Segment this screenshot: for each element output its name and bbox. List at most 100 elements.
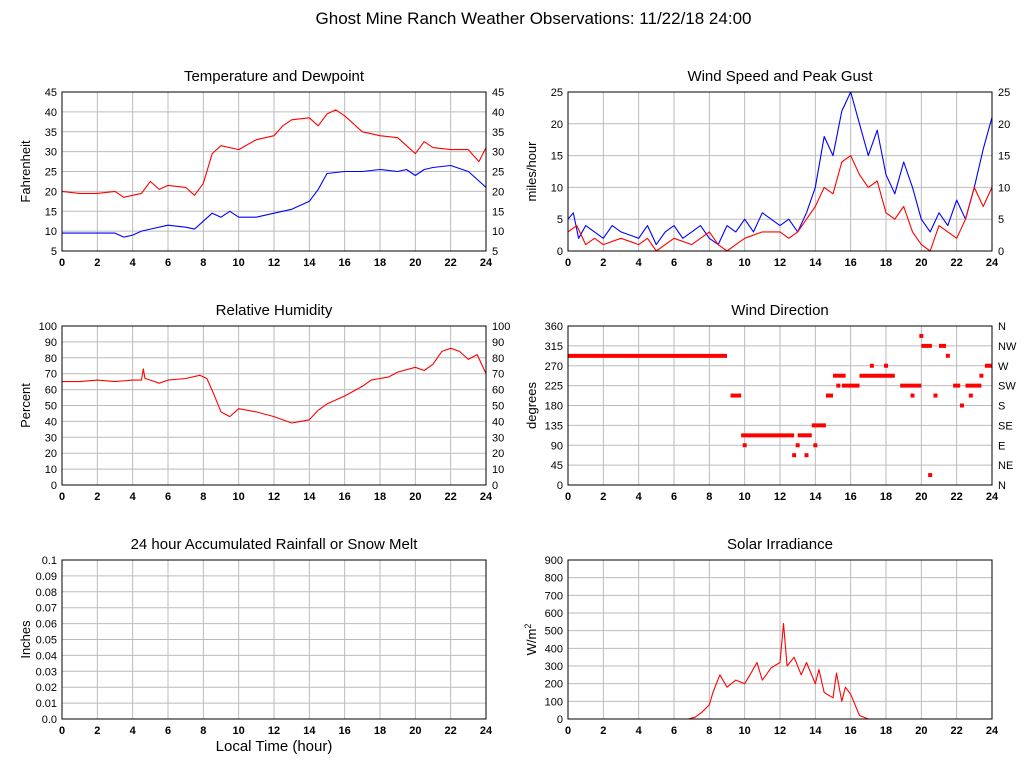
y-tick-label: 90 [45, 337, 57, 349]
plot-frame [567, 559, 993, 720]
y-tick-label: 360 [545, 321, 563, 333]
x-tick-label: 24 [480, 257, 493, 269]
right-tick-label: 70 [492, 369, 504, 381]
x-tick-label: 14 [303, 725, 316, 737]
y-axis-label: degrees [524, 382, 539, 429]
direction-point [933, 393, 938, 398]
y-tick-label: 0 [557, 714, 563, 726]
x-tick-label: 20 [409, 491, 421, 503]
plot-frame [567, 91, 993, 252]
right-tick-label: 15 [998, 151, 1010, 163]
x-tick-label: 20 [915, 491, 927, 503]
direction-point [813, 443, 818, 448]
right-tick-label: 30 [492, 432, 504, 444]
y-tick-label: 700 [545, 590, 563, 602]
y-tick-label: 225 [545, 381, 563, 393]
x-tick-label: 14 [303, 257, 316, 269]
x-axis-title: Local Time (hour) [215, 738, 333, 755]
y-tick-label: 100 [545, 696, 563, 708]
right-tick-label: 90 [492, 337, 504, 349]
x-tick-label: 10 [233, 257, 245, 269]
x-tick-label: 16 [339, 257, 351, 269]
y-tick-label: 5 [557, 214, 563, 226]
direction-point [979, 373, 984, 378]
y-tick-label: 50 [45, 401, 57, 413]
x-tick-label: 20 [915, 725, 927, 737]
x-tick-label: 2 [600, 491, 606, 503]
y-tick-label: 0.06 [36, 619, 57, 631]
x-tick-label: 18 [880, 257, 892, 269]
right-tick-label: N [998, 321, 1006, 333]
series-line-temp-0 [61, 109, 487, 198]
plot-frame [61, 559, 487, 720]
direction-point [795, 443, 800, 448]
x-tick-label: 12 [774, 491, 786, 503]
right-tick-label: 5 [492, 246, 498, 258]
x-tick-label: 18 [880, 725, 892, 737]
right-tick-label: E [998, 440, 1005, 452]
x-tick-label: 18 [374, 491, 386, 503]
y-tick-label: 25 [551, 87, 563, 99]
x-tick-label: 14 [809, 725, 822, 737]
x-tick-label: 10 [739, 725, 751, 737]
y-axis-label: miles/hour [524, 141, 539, 202]
x-tick-label: 4 [130, 491, 137, 503]
right-tick-label: N [998, 480, 1006, 492]
y-tick-label: 10 [551, 182, 563, 194]
right-tick-label: 100 [492, 321, 510, 333]
y-axis-label-superscript: 2 [523, 624, 533, 629]
y-tick-label: 35 [45, 127, 57, 139]
x-tick-label: 16 [339, 725, 351, 737]
x-tick-label: 14 [809, 491, 822, 503]
x-tick-label: 0 [565, 257, 571, 269]
right-tick-label: 20 [492, 186, 504, 198]
x-tick-label: 12 [774, 257, 786, 269]
x-tick-label: 6 [671, 257, 677, 269]
x-tick-label: 2 [94, 725, 100, 737]
x-tick-label: 0 [59, 491, 65, 503]
right-tick-label: W [998, 361, 1009, 373]
right-tick-label: 10 [492, 226, 504, 238]
x-tick-label: 8 [200, 491, 206, 503]
y-tick-label: 20 [45, 186, 57, 198]
direction-point [945, 353, 950, 358]
right-tick-label: 50 [492, 401, 504, 413]
x-tick-label: 18 [880, 491, 892, 503]
x-tick-label: 20 [409, 725, 421, 737]
y-tick-label: 0 [557, 246, 563, 258]
y-tick-label: 60 [45, 385, 57, 397]
x-tick-label: 8 [706, 257, 712, 269]
right-tick-label: 15 [492, 206, 504, 218]
x-tick-label: 6 [165, 491, 171, 503]
y-tick-label: 500 [545, 626, 563, 638]
series-line-wind-0 [567, 91, 993, 246]
plot-frame [61, 91, 487, 252]
y-tick-label: 900 [545, 555, 563, 567]
direction-point [884, 363, 888, 368]
y-tick-label: 100 [39, 321, 57, 333]
direction-point [792, 453, 797, 458]
y-tick-label: 0.07 [36, 603, 57, 615]
right-tick-label: 10 [492, 464, 504, 476]
plot-frame [61, 325, 487, 486]
x-tick-label: 14 [303, 491, 316, 503]
x-tick-label: 12 [268, 491, 280, 503]
y-tick-label: 400 [545, 643, 563, 655]
x-tick-label: 22 [445, 257, 457, 269]
right-tick-label: 80 [492, 353, 504, 365]
x-tick-label: 16 [845, 257, 857, 269]
right-tick-label: NW [998, 341, 1017, 353]
chart-title: 24 hour Accumulated Rainfall or Snow Mel… [131, 536, 419, 553]
y-tick-label: 0.01 [36, 698, 57, 710]
right-tick-label: 20 [492, 448, 504, 460]
y-tick-label: 300 [545, 661, 563, 673]
chart-title: Wind Speed and Peak Gust [687, 68, 873, 85]
y-tick-label: 20 [45, 448, 57, 460]
x-tick-label: 4 [130, 257, 137, 269]
x-tick-label: 12 [774, 725, 786, 737]
series-line-temp-1 [62, 164, 487, 238]
right-tick-label: S [998, 401, 1005, 413]
y-tick-label: 0.04 [36, 650, 57, 662]
